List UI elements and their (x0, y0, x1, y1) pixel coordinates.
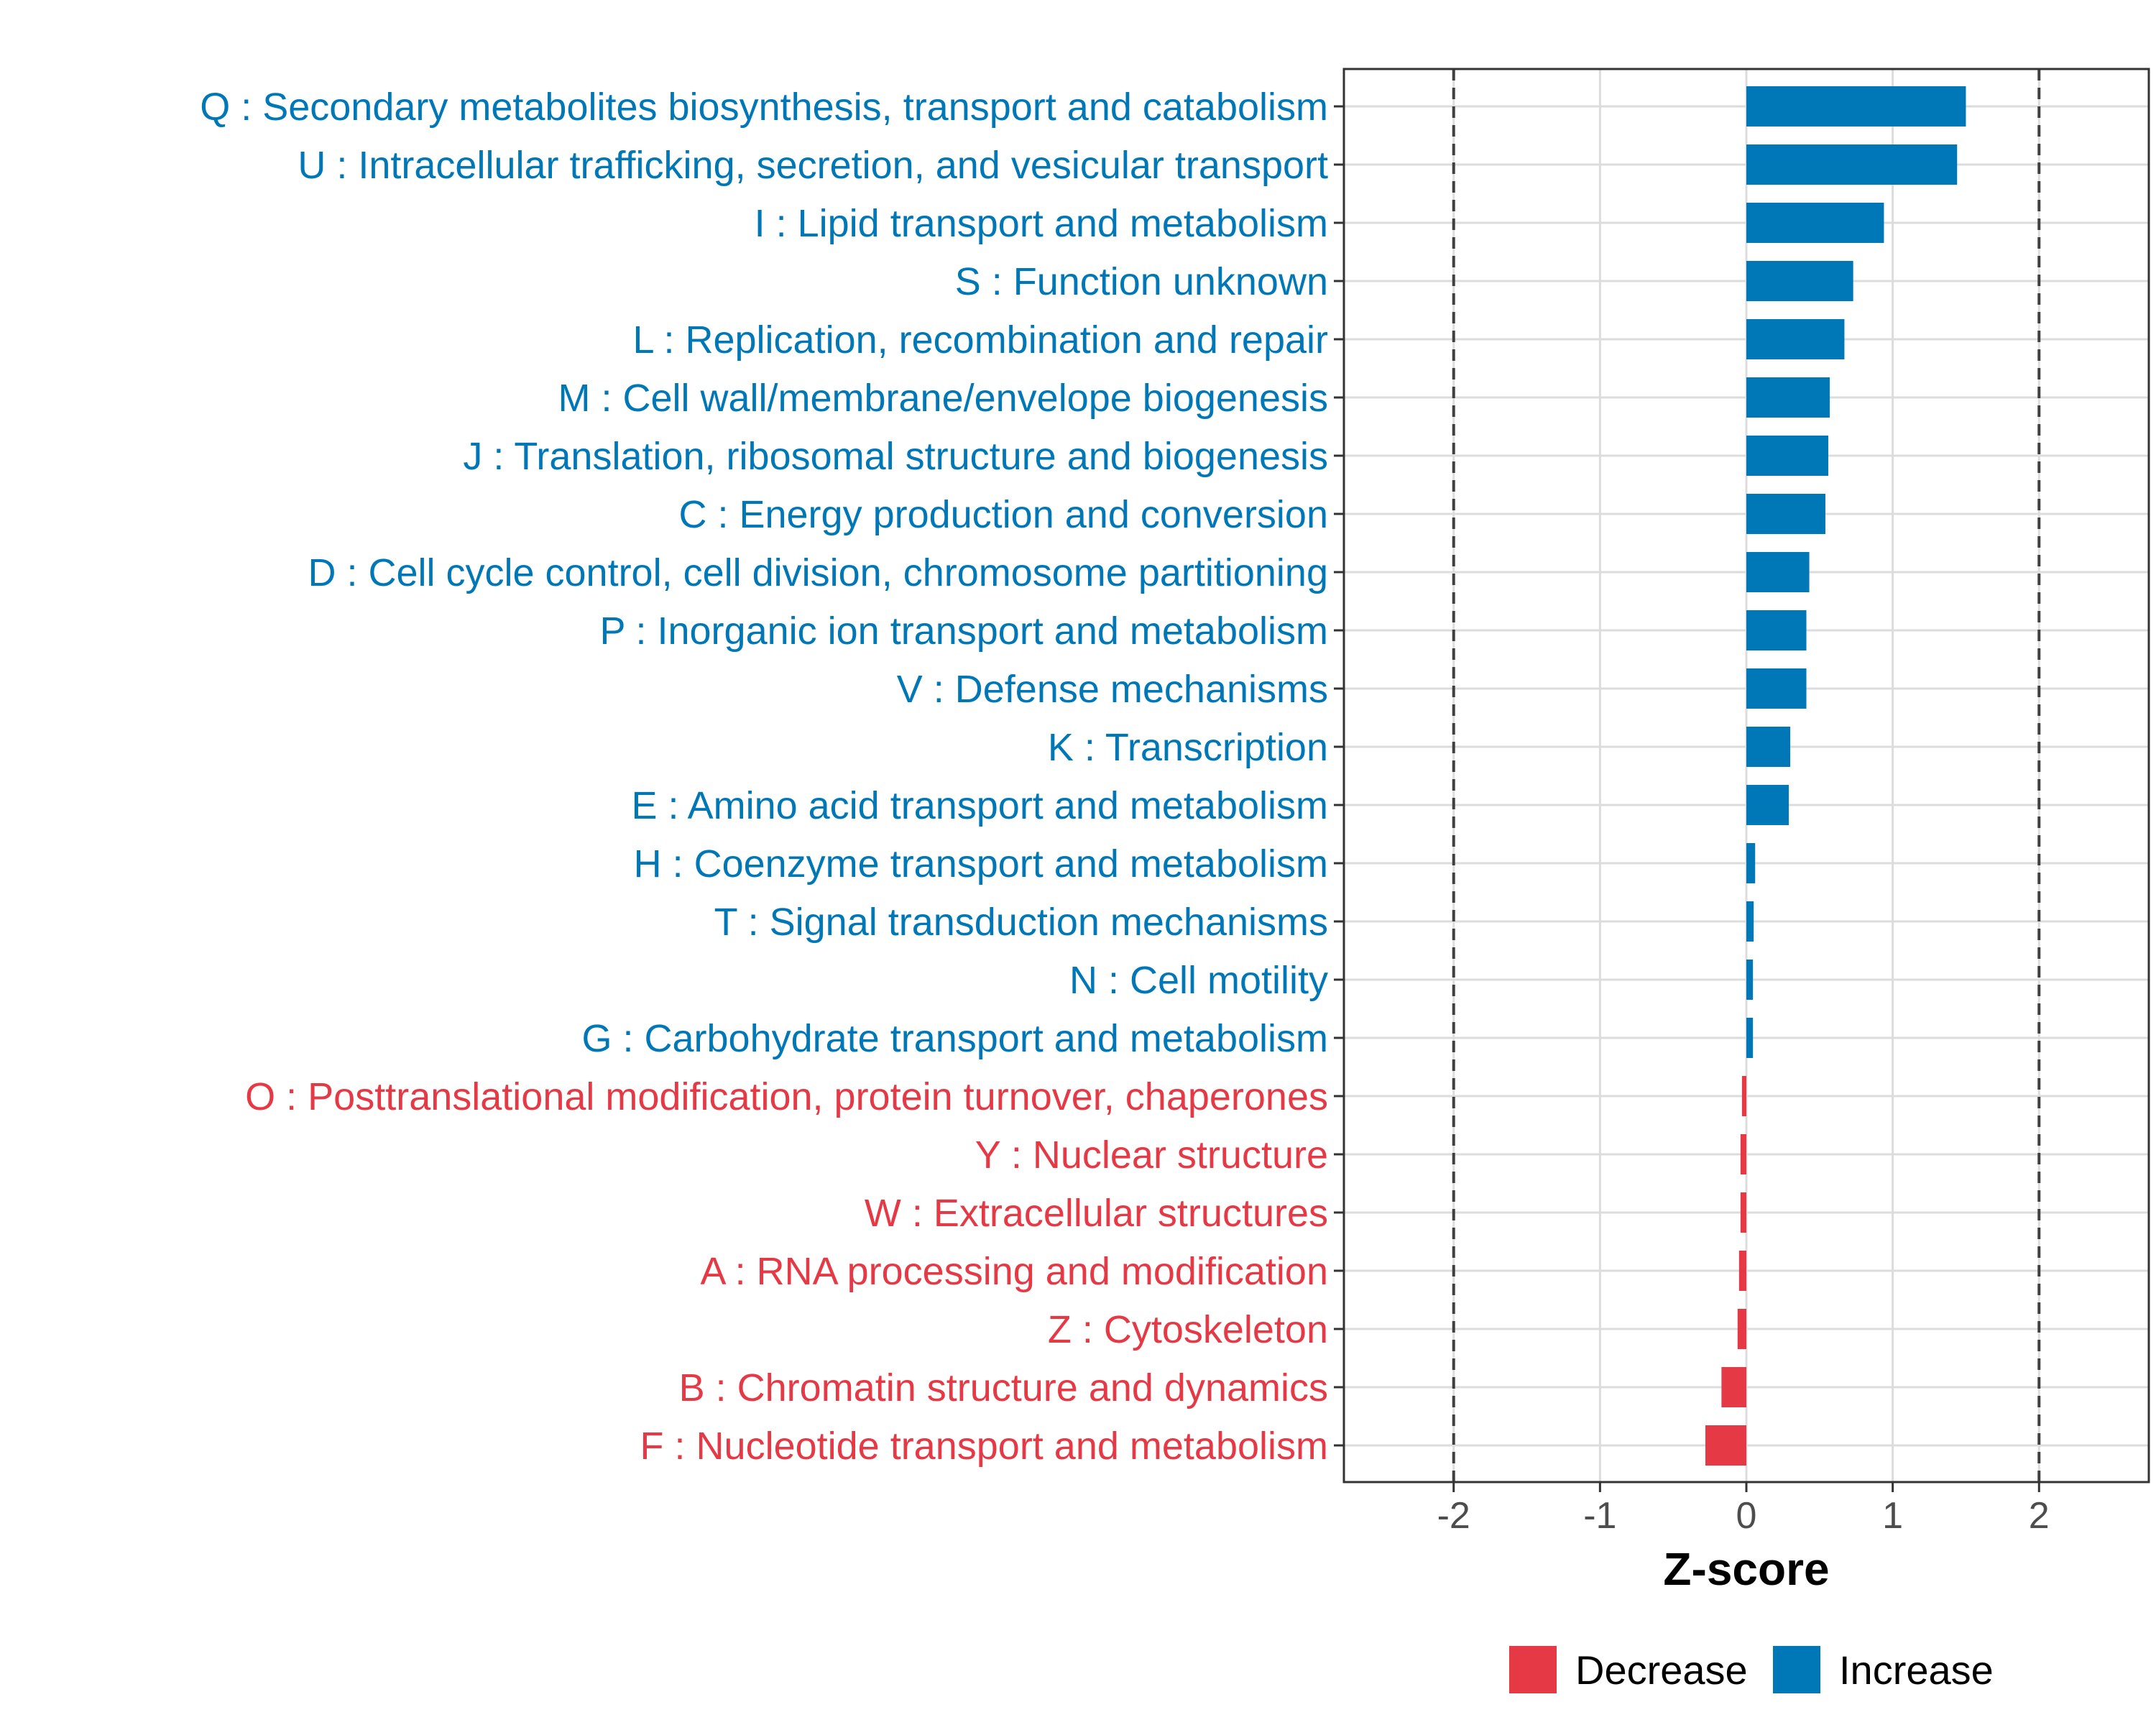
bar-a (1738, 1251, 1746, 1291)
legend-label-increase: Increase (1839, 1647, 1994, 1693)
y-axis-ticks (1334, 105, 1344, 1447)
category-label: Y : Nuclear structure (975, 1133, 1328, 1177)
bar-w (1740, 1192, 1746, 1233)
category-label: M : Cell wall/membrane/envelope biogenes… (558, 377, 1328, 420)
bar-o (1741, 1076, 1746, 1116)
bar-p (1746, 610, 1807, 650)
category-label: B : Chromatin structure and dynamics (679, 1366, 1328, 1409)
category-label: H : Coenzyme transport and metabolism (634, 842, 1328, 886)
bar-e (1746, 785, 1789, 825)
category-label: G : Carbohydrate transport and metabolis… (582, 1017, 1329, 1060)
category-label: A : RNA processing and modification (701, 1250, 1328, 1293)
bar-u (1746, 144, 1958, 185)
bar-v (1746, 668, 1807, 709)
category-label: J : Translation, ribosomal structure and… (463, 435, 1328, 478)
category-label: F : Nucleotide transport and metabolism (640, 1425, 1328, 1468)
category-label: Q : Secondary metabolites biosynthesis, … (200, 86, 1328, 129)
legend: Decrease Increase (1509, 1646, 1994, 1693)
x-tick-label: -1 (1583, 1495, 1616, 1537)
bar-l (1746, 319, 1845, 359)
bar-y (1740, 1134, 1746, 1174)
category-label: S : Function unknown (955, 260, 1328, 303)
x-tick-label: 0 (1736, 1495, 1757, 1537)
category-label: K : Transcription (1048, 726, 1328, 769)
category-label: W : Extracellular structures (865, 1192, 1328, 1235)
x-tick-label: 1 (1882, 1495, 1903, 1537)
category-label: E : Amino acid transport and metabolism (632, 784, 1328, 827)
bar-i (1746, 203, 1884, 243)
category-label: T : Signal transduction mechanisms (714, 901, 1328, 944)
bar-f (1705, 1425, 1746, 1466)
legend-swatch-increase (1773, 1646, 1820, 1693)
category-label: O : Posttranslational modification, prot… (245, 1075, 1328, 1118)
reference-lines (1452, 69, 2041, 1482)
bar-j (1746, 436, 1829, 476)
bar-n (1746, 960, 1754, 1000)
bar-m (1746, 377, 1830, 418)
bar-g (1746, 1018, 1754, 1058)
category-label: D : Cell cycle control, cell division, c… (308, 551, 1328, 594)
x-tick-label: -2 (1437, 1495, 1470, 1537)
category-label: I : Lipid transport and metabolism (755, 202, 1328, 245)
bar-d (1746, 552, 1810, 592)
category-label: C : Energy production and conversion (678, 493, 1328, 536)
x-tick-label: 2 (2029, 1495, 2050, 1537)
legend-swatch-decrease (1509, 1646, 1557, 1693)
bar-t (1746, 901, 1754, 942)
x-axis-ticks: -2 -1 0 1 2 (1437, 1482, 2050, 1537)
category-label: V : Defense mechanisms (897, 668, 1328, 711)
bar-h (1746, 843, 1756, 883)
category-label: N : Cell motility (1069, 959, 1328, 1002)
bar-c (1746, 494, 1825, 534)
category-label: Z : Cytoskeleton (1048, 1308, 1328, 1351)
bars (1705, 86, 1966, 1466)
category-label: U : Intracellular trafficking, secretion… (298, 144, 1328, 187)
category-label: L : Replication, recombination and repai… (632, 318, 1328, 362)
bar-q (1746, 86, 1966, 126)
category-labels: Q : Secondary metabolites biosynthesis, … (200, 86, 1328, 1468)
legend-label-decrease: Decrease (1575, 1647, 1748, 1693)
x-axis-title: Z-score (1663, 1543, 1829, 1595)
category-label: P : Inorganic ion transport and metaboli… (599, 610, 1328, 653)
bar-z (1737, 1309, 1746, 1349)
bar-s (1746, 261, 1853, 301)
bar-k (1746, 727, 1791, 767)
bar-b (1721, 1367, 1746, 1407)
